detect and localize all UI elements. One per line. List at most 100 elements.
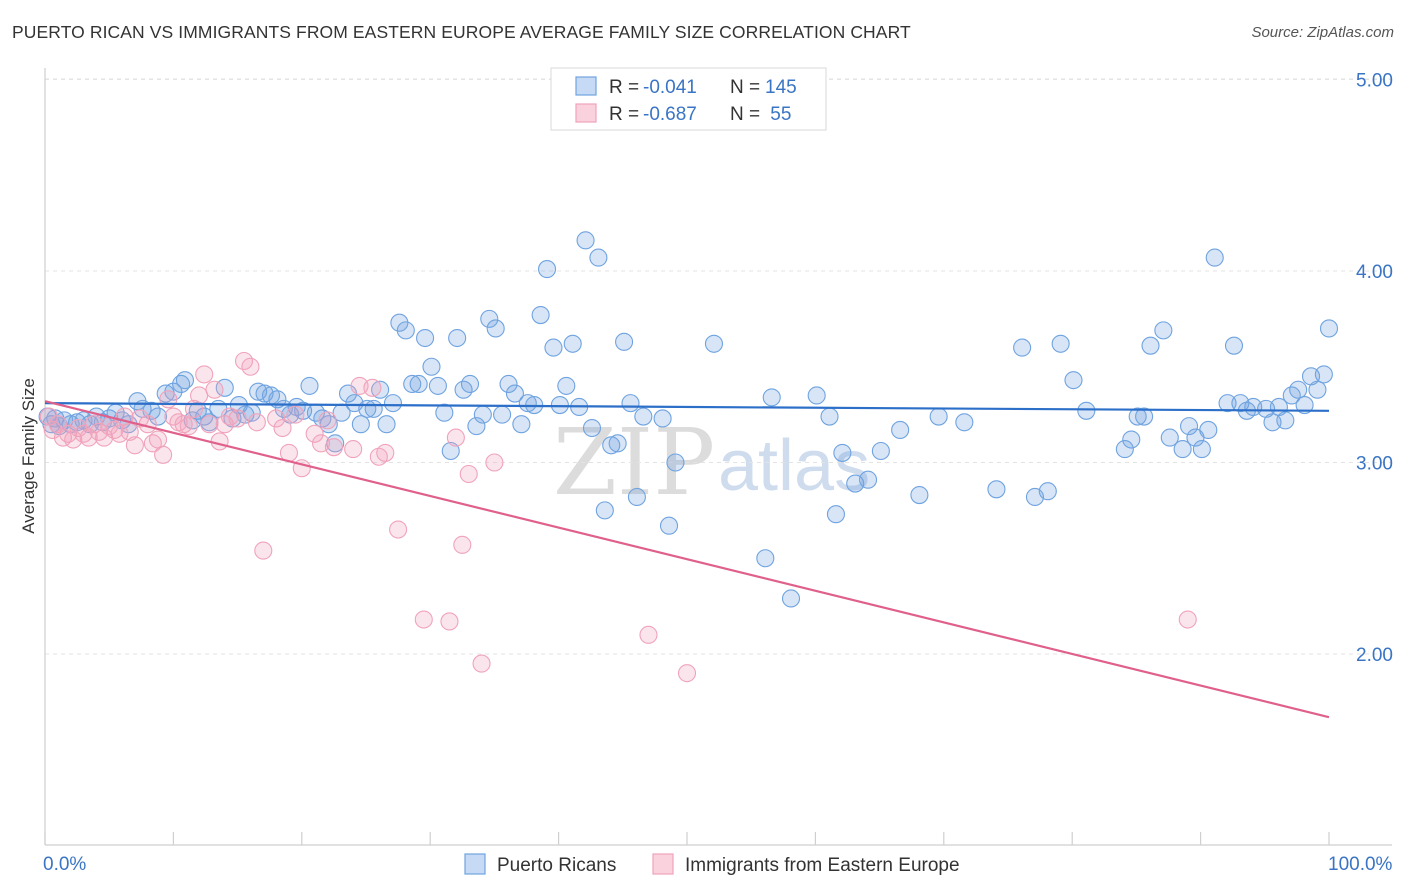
y-tick-label: 4.00 bbox=[1356, 262, 1393, 283]
point-puerto-rican bbox=[1135, 407, 1154, 426]
point-puerto-rican bbox=[505, 384, 524, 403]
point-puerto-rican bbox=[1314, 365, 1333, 384]
point-puerto-rican bbox=[396, 321, 415, 340]
point-puerto-rican bbox=[371, 380, 390, 399]
point-puerto-rican bbox=[550, 395, 569, 415]
point-puerto-rican bbox=[781, 589, 801, 608]
legend-swatch-pink bbox=[575, 103, 597, 123]
point-puerto-rican bbox=[1173, 440, 1192, 459]
point-puerto-rican bbox=[589, 248, 608, 267]
point-eastern-europe bbox=[148, 430, 168, 449]
point-puerto-rican bbox=[383, 394, 403, 413]
point-puerto-rican bbox=[833, 443, 852, 462]
point-eastern-europe bbox=[376, 443, 395, 462]
legend-n-label-1: N = bbox=[730, 77, 760, 98]
point-puerto-rican bbox=[891, 420, 910, 439]
point-puerto-rican bbox=[390, 313, 409, 332]
source-credit: Source: ZipAtlas.com bbox=[1251, 24, 1394, 41]
point-eastern-europe bbox=[472, 654, 491, 673]
point-puerto-rican bbox=[1051, 334, 1070, 353]
point-puerto-rican bbox=[435, 403, 454, 422]
point-puerto-rican bbox=[499, 374, 518, 394]
point-puerto-rican bbox=[756, 549, 775, 568]
point-puerto-rican bbox=[820, 407, 839, 426]
point-eastern-europe bbox=[59, 424, 78, 443]
point-eastern-europe bbox=[164, 407, 183, 426]
point-puerto-rican bbox=[486, 319, 505, 338]
point-puerto-rican bbox=[1115, 440, 1134, 459]
legend-r-label-2: R = bbox=[609, 104, 639, 125]
bottom-legend-swatch-blue bbox=[464, 853, 486, 875]
chart-title: PUERTO RICAN VS IMMIGRANTS FROM EASTERN … bbox=[12, 22, 911, 42]
point-puerto-rican bbox=[1160, 428, 1179, 447]
series-legend: Puerto Ricans Immigrants from Eastern Eu… bbox=[464, 853, 960, 876]
point-eastern-europe bbox=[324, 438, 343, 457]
point-eastern-europe bbox=[440, 612, 459, 631]
point-eastern-europe bbox=[120, 422, 139, 441]
point-puerto-rican bbox=[1218, 394, 1237, 413]
point-puerto-rican bbox=[512, 415, 531, 434]
correlation-legend: R = -0.041 N = 145 R = -0.687 N = 55 bbox=[550, 67, 827, 131]
point-puerto-rican bbox=[364, 399, 383, 418]
x-tick-label-max: 100.0% bbox=[1328, 854, 1393, 875]
point-puerto-rican bbox=[987, 480, 1006, 499]
point-puerto-rican bbox=[1179, 417, 1199, 436]
point-puerto-rican bbox=[634, 407, 653, 426]
point-puerto-rican bbox=[448, 328, 467, 348]
y-tick-label: 2.00 bbox=[1356, 645, 1393, 666]
point-eastern-europe bbox=[89, 422, 108, 441]
point-puerto-rican bbox=[1224, 336, 1244, 355]
point-eastern-europe bbox=[179, 417, 198, 436]
point-eastern-europe bbox=[154, 445, 173, 464]
point-puerto-rican bbox=[576, 231, 595, 250]
trend-line-puerto-ricans bbox=[44, 402, 1330, 412]
bottom-legend-swatch-pink bbox=[652, 853, 674, 875]
point-puerto-rican bbox=[518, 394, 537, 413]
x-ticks bbox=[44, 832, 1330, 845]
point-eastern-europe bbox=[459, 464, 478, 484]
point-eastern-europe bbox=[190, 386, 209, 405]
legend-box bbox=[550, 67, 827, 131]
trend-lines bbox=[44, 400, 1330, 719]
point-puerto-rican bbox=[602, 436, 621, 455]
point-eastern-europe bbox=[389, 520, 408, 539]
point-eastern-europe bbox=[286, 405, 305, 424]
point-puerto-rican bbox=[441, 441, 460, 461]
point-eastern-europe bbox=[485, 453, 504, 472]
point-puerto-rican bbox=[148, 407, 168, 426]
point-puerto-rican bbox=[1289, 380, 1308, 399]
point-eastern-europe bbox=[318, 411, 337, 430]
point-puerto-rican bbox=[1154, 321, 1173, 340]
point-puerto-rican bbox=[807, 386, 826, 405]
point-puerto-rican bbox=[595, 501, 614, 520]
x-tick-label-min: 0.0% bbox=[43, 854, 86, 875]
point-eastern-europe bbox=[79, 428, 98, 447]
point-puerto-rican bbox=[428, 376, 447, 395]
point-puerto-rican bbox=[1308, 380, 1327, 399]
legend-r-value-2: -0.687 bbox=[643, 104, 697, 125]
point-puerto-rican bbox=[608, 434, 627, 453]
point-puerto-rican bbox=[1122, 430, 1141, 449]
point-eastern-europe bbox=[125, 436, 144, 455]
point-puerto-rican bbox=[1013, 338, 1032, 357]
point-puerto-rican bbox=[1077, 401, 1096, 420]
point-eastern-europe bbox=[254, 541, 273, 560]
point-eastern-europe bbox=[267, 409, 286, 428]
point-eastern-europe bbox=[64, 430, 83, 449]
point-eastern-europe bbox=[639, 625, 658, 644]
point-puerto-rican bbox=[704, 334, 724, 353]
series-eastern-europe bbox=[39, 351, 1197, 683]
point-puerto-rican bbox=[1205, 248, 1224, 267]
point-puerto-rican bbox=[409, 374, 428, 394]
legend-n-label-2: N = bbox=[730, 104, 760, 125]
point-eastern-europe bbox=[195, 365, 214, 384]
point-puerto-rican bbox=[1319, 319, 1339, 338]
point-puerto-rican bbox=[473, 405, 492, 424]
point-puerto-rican bbox=[416, 328, 435, 348]
point-eastern-europe bbox=[677, 664, 697, 683]
point-puerto-rican bbox=[659, 516, 679, 535]
point-puerto-rican bbox=[493, 405, 512, 424]
point-puerto-rican bbox=[666, 453, 685, 472]
point-puerto-rican bbox=[531, 305, 550, 325]
